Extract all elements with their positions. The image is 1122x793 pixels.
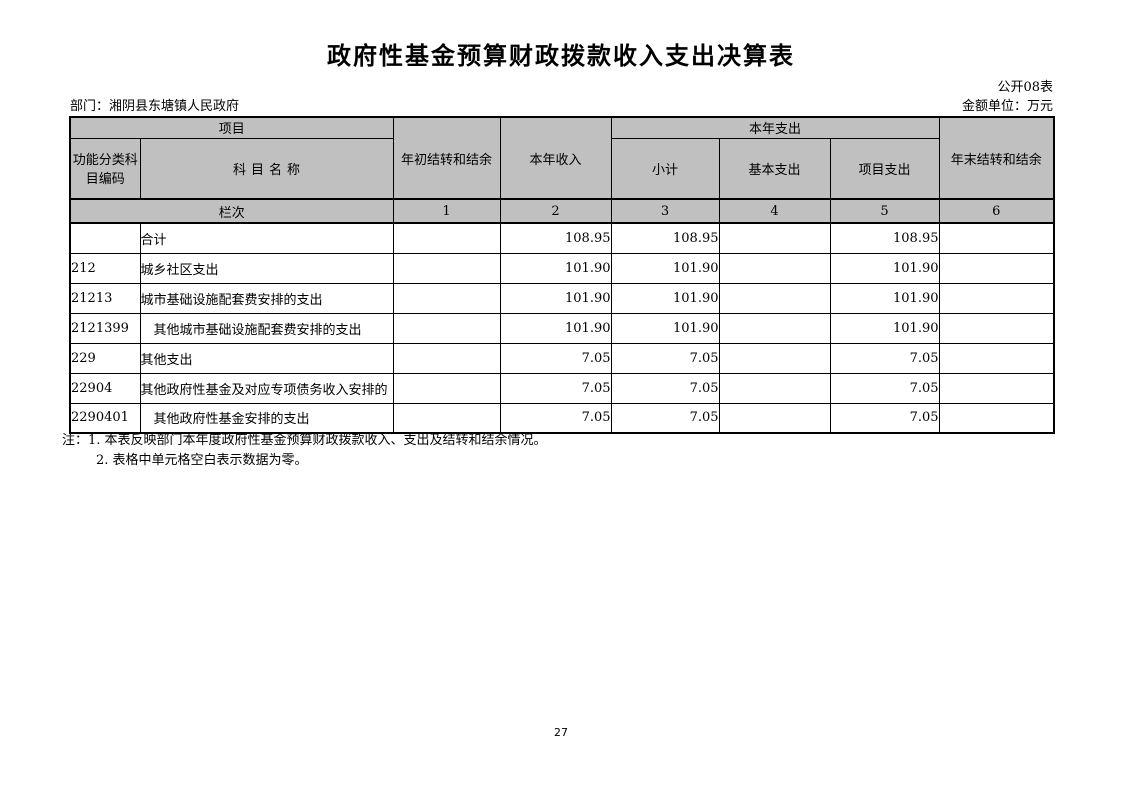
table-row: 2121399 其他城市基础设施配套费安排的支出 101.90 101.90 1… <box>69 312 1055 344</box>
cell-income: 101.90 <box>499 282 612 314</box>
note-line: 2. 表格中单元格空白表示数据为零。 <box>96 453 308 468</box>
cell-income: 108.95 <box>499 222 612 254</box>
cell-income: 7.05 <box>499 402 612 434</box>
cell-code: 229 <box>69 342 141 374</box>
header-begin-balance: 年初结转和结余 <box>392 116 501 200</box>
header-row-lanci: 栏次 1 2 3 4 5 6 <box>69 198 1055 224</box>
cell-code: 22904 <box>69 372 141 404</box>
cell-income: 101.90 <box>499 312 612 344</box>
note-line: 注：1. 本表反映部门本年度政府性基金预算财政拨款收入、支出及结转和结余情况。 <box>62 433 547 448</box>
lanci-5: 5 <box>829 198 940 224</box>
header-row-groups: 项目 年初结转和结余 本年收入 本年支出 年末结转和结余 <box>69 116 1055 200</box>
cell-subject-name: 其他支出 <box>139 342 394 374</box>
table-row: 21213 城市基础设施配套费安排的支出 101.90 101.90 101.9… <box>69 282 1055 314</box>
header-subtotal: 小计 <box>610 137 720 200</box>
header-project-exp: 项目支出 <box>829 137 940 200</box>
cell-basic-exp <box>718 282 831 314</box>
cell-project-exp: 7.05 <box>829 402 940 434</box>
cell-project-exp: 7.05 <box>829 372 940 404</box>
cell-basic-exp <box>718 252 831 284</box>
cell-begin-balance <box>392 402 501 434</box>
cell-begin-balance <box>392 252 501 284</box>
cell-subtotal: 101.90 <box>610 282 720 314</box>
header-code: 功能分类科目编码 <box>69 137 141 200</box>
header-subject-name: 科目名称 <box>139 137 394 200</box>
budget-table: 项目 年初结转和结余 本年收入 本年支出 年末结转和结余 功能分类科目编码 科目… <box>69 116 1056 434</box>
header-basic-exp: 基本支出 <box>718 137 831 200</box>
cell-subtotal: 7.05 <box>610 372 720 404</box>
cell-basic-exp <box>718 312 831 344</box>
cell-basic-exp <box>718 372 831 404</box>
lanci-6: 6 <box>938 198 1055 224</box>
cell-basic-exp <box>718 342 831 374</box>
lanci-3: 3 <box>610 198 720 224</box>
cell-code: 2121399 <box>69 312 141 344</box>
cell-begin-balance <box>392 342 501 374</box>
cell-project-exp: 101.90 <box>829 312 940 344</box>
cell-subtotal: 7.05 <box>610 342 720 374</box>
cell-end-balance <box>938 312 1055 344</box>
lanci-label: 栏次 <box>69 198 394 224</box>
table-row: 22904 其他政府性基金及对应专项债务收入安排的 7.05 7.05 7.05 <box>69 372 1055 404</box>
cell-code: 21213 <box>69 282 141 314</box>
cell-code: 212 <box>69 252 141 284</box>
cell-income: 7.05 <box>499 372 612 404</box>
cell-income: 101.90 <box>499 252 612 284</box>
page-title: 政府性基金预算财政拨款收入支出决算表 <box>327 41 795 70</box>
cell-subject-name: 城乡社区支出 <box>139 252 394 284</box>
cell-subtotal: 108.95 <box>610 222 720 254</box>
cell-begin-balance <box>392 372 501 404</box>
header-project-group: 项目 <box>69 116 394 139</box>
table-row: 212 城乡社区支出 101.90 101.90 101.90 <box>69 252 1055 284</box>
cell-begin-balance <box>392 282 501 314</box>
table-code-label: 公开08表 <box>997 80 1053 95</box>
cell-subject-name: 城市基础设施配套费安排的支出 <box>139 282 394 314</box>
header-income: 本年收入 <box>499 116 612 200</box>
cell-subject-name: 其他城市基础设施配套费安排的支出 <box>139 312 394 344</box>
lanci-2: 2 <box>499 198 612 224</box>
cell-subtotal: 7.05 <box>610 402 720 434</box>
cell-subject-name: 其他政府性基金及对应专项债务收入安排的 <box>139 372 394 404</box>
cell-end-balance <box>938 342 1055 374</box>
cell-end-balance <box>938 222 1055 254</box>
cell-code <box>69 222 141 254</box>
header-end-balance: 年末结转和结余 <box>938 116 1055 200</box>
cell-income: 7.05 <box>499 342 612 374</box>
header-row-columns: 功能分类科目编码 科目名称 小计 基本支出 项目支出 <box>69 137 1054 200</box>
cell-end-balance <box>938 372 1055 404</box>
cell-end-balance <box>938 282 1055 314</box>
cell-basic-exp <box>718 402 831 434</box>
cell-subtotal: 101.90 <box>610 312 720 344</box>
cell-project-exp: 101.90 <box>829 282 940 314</box>
unit-line: 金额单位：万元 <box>961 99 1053 114</box>
cell-project-exp: 108.95 <box>829 222 940 254</box>
page-number: 27 <box>554 726 568 739</box>
cell-project-exp: 7.05 <box>829 342 940 374</box>
cell-begin-balance <box>392 312 501 344</box>
lanci-1: 1 <box>392 198 501 224</box>
table-notes: 注：1. 本表反映部门本年度政府性基金预算财政拨款收入、支出及结转和结余情况。 … <box>62 431 547 471</box>
cell-end-balance <box>938 252 1055 284</box>
cell-subtotal: 101.90 <box>610 252 720 284</box>
department-line: 部门：湘阴县东塘镇人民政府 <box>70 99 240 114</box>
cell-subject-name: 其他政府性基金安排的支出 <box>139 402 394 434</box>
table-row: 229 其他支出 7.05 7.05 7.05 <box>69 342 1055 374</box>
table-row: 2290401 其他政府性基金安排的支出 7.05 7.05 7.05 <box>69 402 1055 434</box>
cell-subject-name: 合计 <box>139 222 394 254</box>
header-expenditure-group: 本年支出 <box>610 116 940 139</box>
lanci-4: 4 <box>718 198 831 224</box>
table-row-total: 合计 108.95 108.95 108.95 <box>69 222 1055 254</box>
cell-code: 2290401 <box>69 402 141 434</box>
cell-begin-balance <box>392 222 501 254</box>
cell-project-exp: 101.90 <box>829 252 940 284</box>
cell-end-balance <box>938 402 1055 434</box>
cell-basic-exp <box>718 222 831 254</box>
